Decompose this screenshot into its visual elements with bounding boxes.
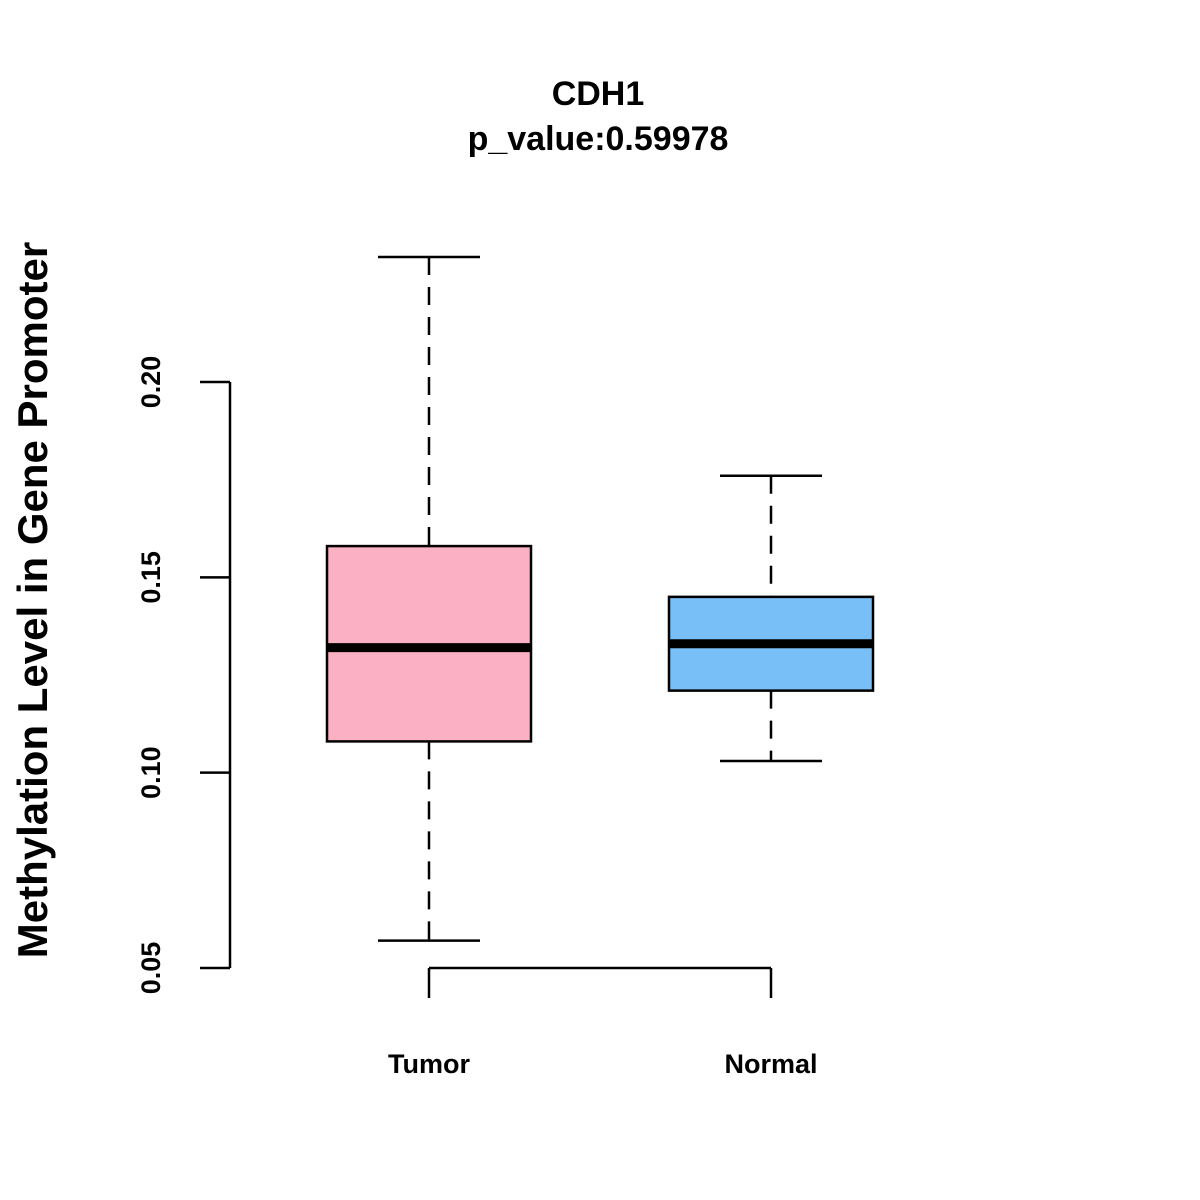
y-tick-label: 0.20 [136,356,166,409]
y-tick-label: 0.15 [136,551,166,604]
chart-title: CDH1 [552,75,645,113]
box-normal [667,474,875,763]
y-axis: 0.05 0.10 0.15 0.20 [136,356,232,995]
y-tick-label: 0.10 [136,746,166,799]
chart-subtitle: p_value:0.59978 [468,120,729,158]
x-tick-label: Tumor [388,1049,470,1079]
boxes-group [325,255,875,942]
box-tumor [325,255,533,942]
x-tick-label: Normal [724,1049,817,1079]
y-tick-label: 0.05 [136,942,166,995]
y-axis-label: Methylation Level in Gene Promoter [9,242,56,958]
x-axis: Tumor Normal [388,966,818,1079]
